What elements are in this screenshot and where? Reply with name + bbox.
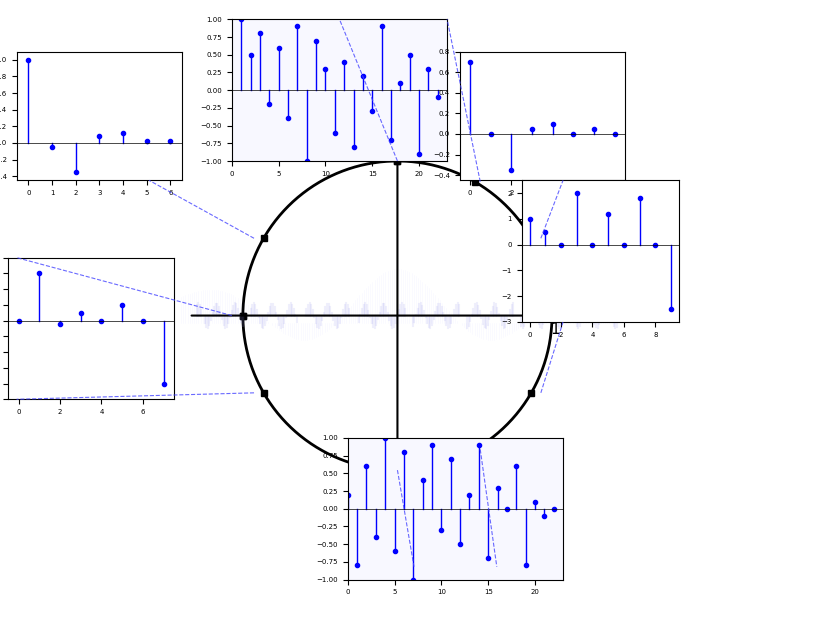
Text: Re: Re (610, 289, 638, 308)
Text: Im: Im (404, 83, 432, 102)
Text: 1: 1 (550, 322, 559, 337)
